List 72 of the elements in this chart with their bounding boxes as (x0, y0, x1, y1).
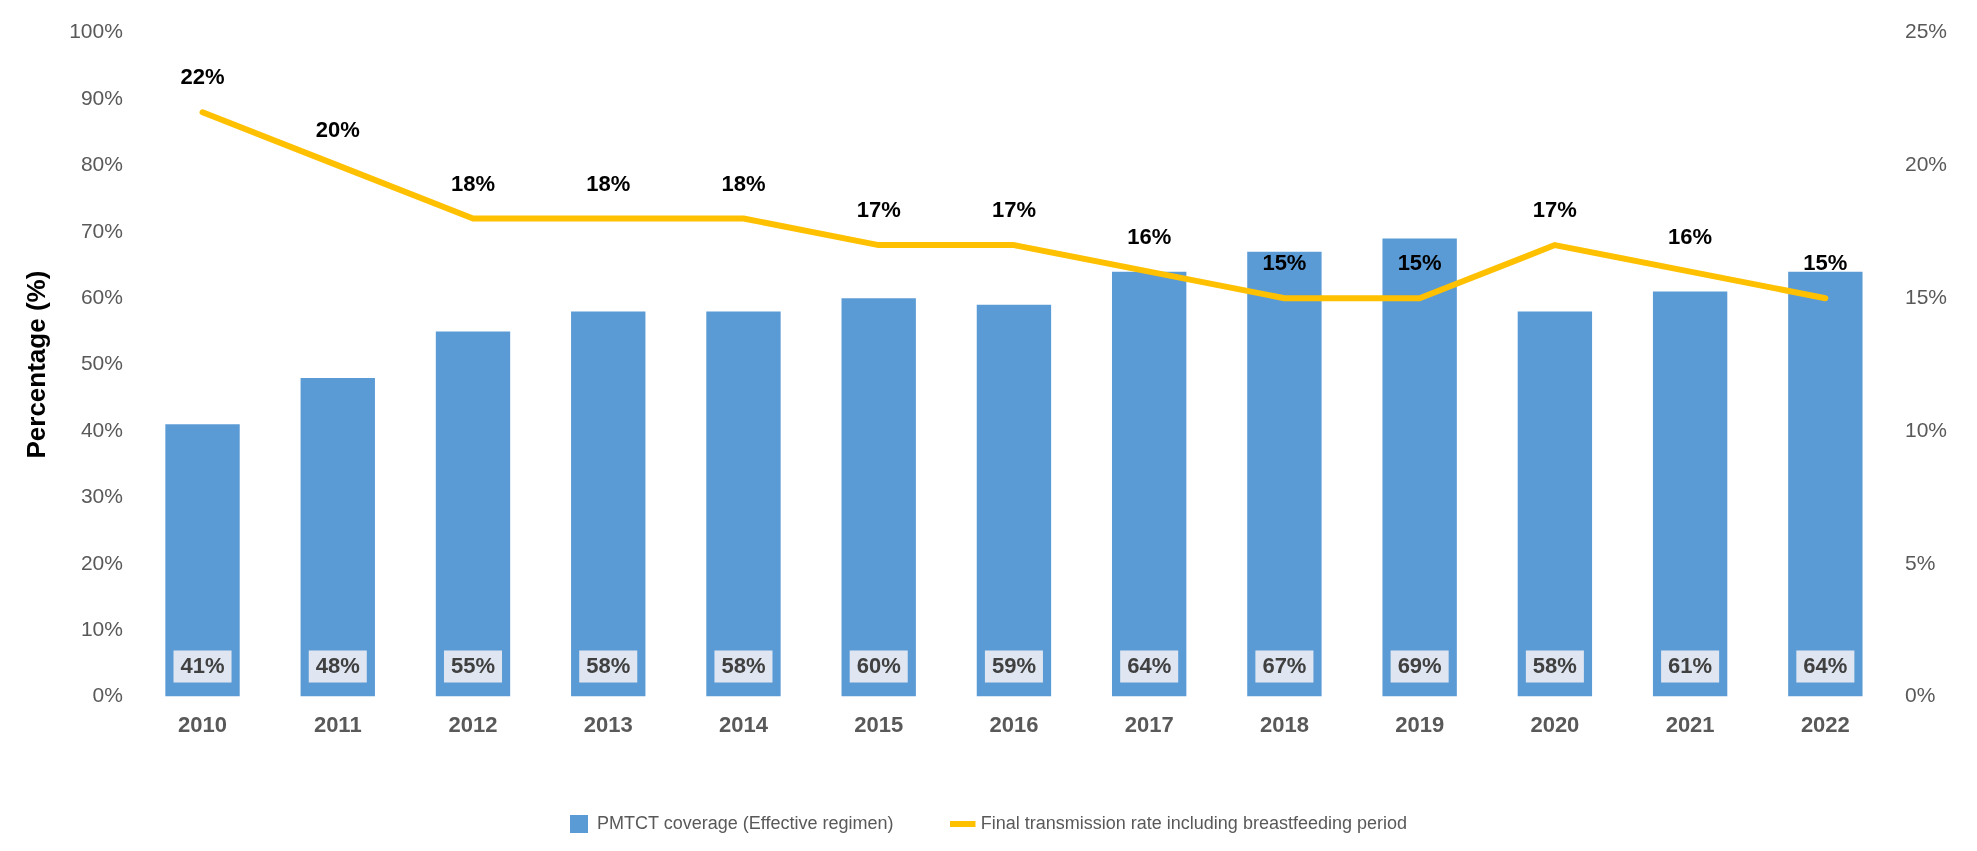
bar (1788, 271, 1863, 697)
data-label: 64% (1803, 652, 1848, 678)
data-label: 64% (1127, 652, 1172, 678)
bar (571, 311, 646, 697)
x-tick-label: 2018 (1259, 711, 1309, 737)
data-label: 22% (180, 64, 225, 90)
data-label: 60% (856, 652, 901, 678)
data-label: 61% (1668, 652, 1713, 678)
data-label: 17% (991, 197, 1036, 223)
bar (1111, 271, 1187, 697)
y2-tick-label: 15% (1904, 285, 1947, 308)
x-tick-label: 2020 (1530, 711, 1580, 737)
y-tick-label: 90% (80, 85, 123, 109)
bar (165, 424, 240, 697)
x-tick-label: 2019 (1395, 711, 1445, 737)
data-label: 17% (1532, 197, 1577, 223)
x-tick-label: 2014 (718, 711, 769, 737)
data-label: 15% (1803, 250, 1848, 276)
data-label: 18% (586, 170, 631, 196)
x-tick-label: 2012 (448, 711, 498, 737)
y-tick-label: 60% (80, 285, 123, 308)
data-label: 41% (180, 652, 225, 678)
y-tick-label: 50% (80, 351, 123, 375)
y-tick-label: 30% (80, 484, 123, 508)
x-tick-label: 2011 (313, 711, 362, 737)
x-tick-label: 2021 (1665, 711, 1715, 737)
data-label: 58% (586, 652, 631, 678)
legend-label: Final transmission rate including breastfeeding period (980, 812, 1407, 833)
y-axis-title: Percentage (%) (20, 270, 51, 459)
bar (1382, 238, 1457, 697)
y2-tick-label: 5% (1904, 550, 1936, 574)
y-tick-label: 0% (92, 683, 123, 707)
data-label: 55% (450, 652, 496, 678)
bar (1517, 311, 1593, 697)
y2-tick-label: 25% (1904, 19, 1947, 43)
bar (1247, 251, 1322, 697)
y-tick-label: 10% (80, 617, 123, 640)
data-label: 18% (721, 170, 766, 196)
bar (976, 304, 1052, 697)
x-tick-label: 2010 (178, 711, 227, 737)
bar (1652, 291, 1728, 697)
data-label: 15% (1262, 250, 1307, 276)
y-tick-label: 70% (80, 218, 123, 242)
data-label: 15% (1397, 250, 1442, 276)
y-tick-label: 40% (80, 417, 123, 441)
y2-tick-label: 20% (1904, 152, 1947, 176)
data-label: 69% (1397, 652, 1442, 678)
y2-tick-label: 10% (1904, 417, 1947, 441)
data-label: 16% (1668, 223, 1713, 249)
bar (300, 377, 375, 697)
data-label: 16% (1127, 223, 1172, 249)
bar (841, 298, 916, 697)
x-tick-label: 2017 (1124, 711, 1174, 737)
bar (435, 331, 511, 697)
data-label: 48% (315, 652, 360, 678)
y-tick-label: 20% (80, 550, 123, 574)
x-tick-label: 2015 (854, 711, 904, 737)
data-label: 20% (315, 117, 360, 143)
x-tick-label: 2016 (989, 711, 1039, 737)
x-tick-label: 2013 (583, 711, 633, 737)
x-tick-label: 2022 (1800, 711, 1850, 737)
data-label: 17% (856, 197, 901, 223)
legend-label: PMTCT coverage (Effective regimen) (597, 812, 894, 833)
data-label: 18% (450, 170, 496, 196)
bar (706, 311, 781, 697)
y-tick-label: 100% (69, 19, 123, 43)
data-label: 67% (1262, 652, 1307, 678)
data-label: 58% (1532, 652, 1577, 678)
y2-tick-label: 0% (1904, 683, 1936, 707)
data-label: 58% (721, 652, 766, 678)
data-label: 59% (991, 652, 1036, 678)
y-tick-label: 80% (80, 152, 123, 176)
